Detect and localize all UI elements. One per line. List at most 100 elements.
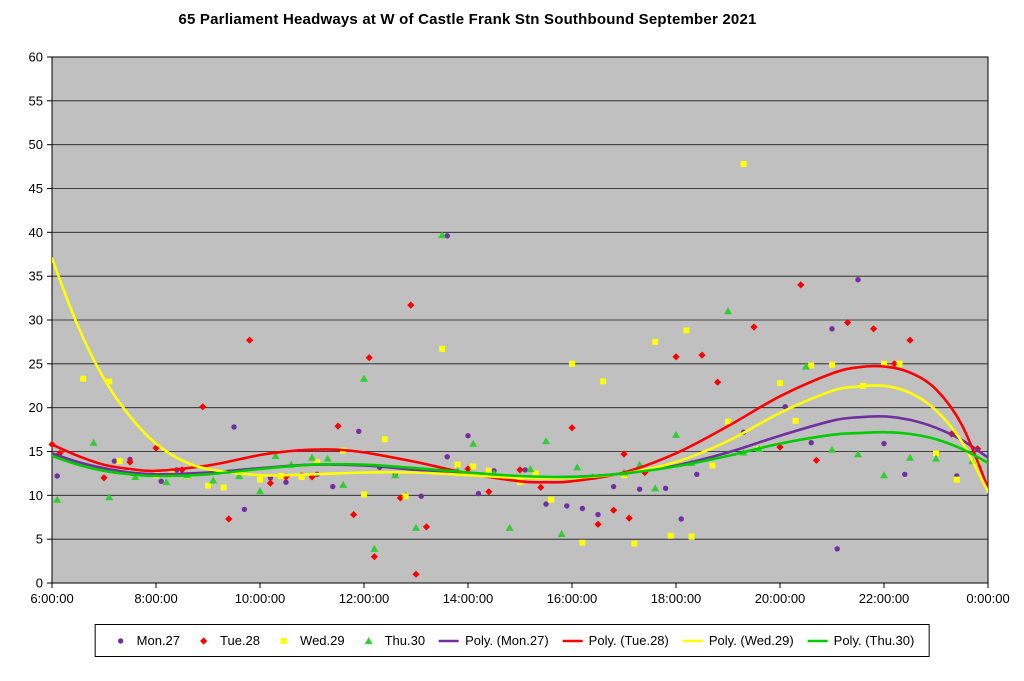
legend-item-Poly. (Tue.28): Poly. (Tue.28) [562,633,669,648]
data-point [158,478,164,484]
y-axis-tick-label: 10 [29,488,43,503]
data-point [412,523,420,531]
data-point [334,422,342,430]
data-point [323,454,332,462]
data-point [199,403,207,411]
legend-swatch [682,639,703,642]
data-point [89,438,98,446]
data-point [672,430,680,438]
legend-label: Poly. (Tue.28) [588,633,669,648]
x-axis-tick-label: 10:00:00 [235,591,286,606]
data-point [844,319,852,327]
data-point [475,490,482,497]
data-point [620,450,628,458]
data-point [56,449,64,457]
data-point [906,336,914,344]
data-point [516,466,524,474]
legend-swatch [562,639,583,642]
data-point [542,437,550,445]
data-point [412,570,420,578]
data-point [526,465,535,473]
data-point [829,361,835,368]
data-point [896,360,903,367]
data-point [890,360,898,368]
legend-label: Thu.30 [384,633,426,648]
data-point [564,503,570,509]
y-axis-tick-label: 20 [29,400,43,415]
data-point [105,493,114,501]
data-point [266,479,274,487]
legend-swatch [117,637,124,644]
data-point [361,491,367,498]
data-point [470,463,477,470]
data-point [360,374,368,382]
data-point [444,233,450,239]
legend-swatch [281,637,288,644]
data-point [651,484,660,492]
data-point [932,454,940,462]
data-point [600,378,607,385]
data-point [220,484,227,491]
trendline-Poly. (Thu.30) [52,430,988,479]
data-point [792,417,799,424]
data-point [667,532,674,539]
data-point [246,336,254,344]
data-point [231,424,237,430]
data-point [256,487,264,495]
data-point [808,362,815,369]
data-point [131,473,140,480]
data-point [776,443,784,451]
y-axis-tick-label: 50 [29,137,43,152]
data-point [595,511,601,518]
data-point [694,471,700,477]
data-point [209,476,218,484]
data-point [725,418,731,425]
data-point [636,486,643,492]
data-point [464,465,472,473]
data-point [569,360,575,367]
legend-item-Poly. (Wed.29): Poly. (Wed.29) [682,633,794,648]
data-point [652,338,659,345]
data-point [594,520,602,528]
x-axis-tick-label: 18:00:00 [651,591,702,606]
data-point [714,378,722,386]
chart-title: 65 Parliament Headways at W of Castle Fr… [178,11,757,28]
data-point [381,436,388,443]
data-point [396,494,404,502]
data-point [548,496,555,503]
legend-label: Poly. (Thu.30) [833,633,915,648]
data-point [116,458,123,465]
data-point [829,326,835,332]
data-point [469,439,478,447]
x-axis-tick-label: 6:00:00 [30,591,73,606]
legend-item-Mon.27: Mon.27 [110,633,180,648]
legend-swatch [200,636,208,645]
legend-label: Poly. (Mon.27) [465,633,549,648]
legend-label: Wed.29 [300,633,345,648]
data-point [573,463,582,471]
data-point [902,471,908,477]
data-point [162,478,171,486]
data-point [283,479,289,485]
data-point [350,511,358,519]
data-point [750,323,758,331]
data-point [80,375,87,382]
data-point [225,515,233,523]
y-axis-tick-label: 0 [36,576,43,591]
chart-legend: Mon.27 Tue.28 Wed.29 Thu.30 Poly. (Mon.27) Po… [94,624,930,657]
data-point [365,354,373,362]
data-point [698,351,706,359]
data-point [439,345,445,352]
data-point [557,530,566,537]
data-point [579,539,586,546]
legend-item-Poly. (Mon.27): Poly. (Mon.27) [438,633,549,648]
data-point [111,458,118,464]
data-point [444,454,450,460]
data-point [241,506,248,513]
data-point [543,501,549,507]
data-point [314,459,321,465]
data-point [828,445,836,453]
y-axis-tick-label: 30 [29,313,43,328]
x-axis-tick-label: 22:00:00 [859,591,910,606]
